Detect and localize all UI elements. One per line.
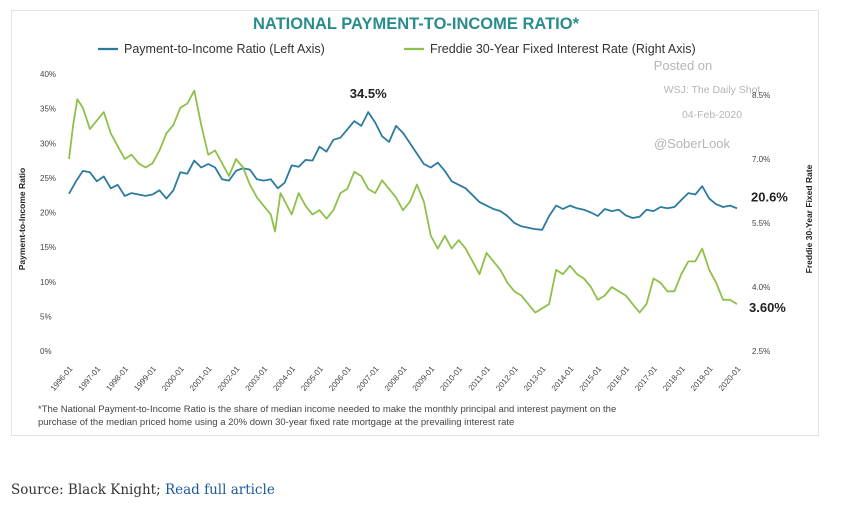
right-tick-label: 2.5%	[752, 347, 770, 356]
right-tick-label: 7.0%	[752, 155, 770, 164]
watermark: Posted on WSJ: The Daily Shot 04-Feb-202…	[654, 58, 761, 151]
footnote-line-1: *The National Payment-to-Income Ratio is…	[38, 404, 616, 415]
x-tick-label: 2016-01	[605, 364, 631, 393]
x-tick-label: 2007-01	[355, 364, 381, 393]
x-tick-label: 1996-01	[49, 364, 75, 393]
series-line-freddie-rate	[68, 89, 738, 314]
x-tick-label: 2006-01	[327, 364, 353, 393]
left-tick-label: 25%	[40, 174, 56, 183]
right-axis-ticks: 2.5% 4.0% 5.5% 7.0% 8.5%	[752, 91, 770, 356]
left-axis-ticks: 0% 5% 10% 15% 20% 25% 30% 35% 40%	[40, 70, 56, 356]
x-tick-label: 2017-01	[633, 364, 659, 393]
x-tick-label: 2011-01	[467, 364, 493, 392]
x-tick-label: 2001-01	[188, 364, 214, 393]
x-tick-label: 2015-01	[578, 364, 604, 393]
x-tick-label: 2005-01	[299, 364, 325, 393]
annotation-label: 20.6%	[751, 189, 788, 204]
x-tick-label: 1999-01	[132, 364, 158, 393]
x-tick-label: 2004-01	[271, 364, 297, 393]
source-text: Source: Black Knight;	[11, 482, 165, 498]
series-layer	[68, 89, 738, 314]
left-tick-label: 35%	[40, 105, 56, 114]
legend-label-payment: Payment-to-Income Ratio (Left Axis)	[124, 42, 325, 56]
series-line-payment-to-income	[68, 111, 738, 231]
x-tick-label: 2018-01	[661, 364, 687, 393]
left-tick-label: 20%	[40, 209, 56, 218]
chart-figure: NATIONAL PAYMENT-TO-INCOME RATIO* Paymen…	[11, 10, 819, 436]
annotations: 34.5% 20.6% 3.60%	[350, 86, 789, 315]
chart-title: NATIONAL PAYMENT-TO-INCOME RATIO*	[253, 15, 580, 33]
left-tick-label: 15%	[40, 243, 56, 252]
x-tick-label: 2012-01	[494, 364, 520, 393]
watermark-line-2: WSJ: The Daily Shot	[664, 84, 761, 96]
annotation-label: 3.60%	[749, 300, 786, 315]
left-tick-label: 0%	[40, 347, 52, 356]
left-axis-title: Payment-to-Income Ratio	[17, 168, 27, 271]
right-axis-title: Freddie 30-Year Fixed Rate	[804, 164, 814, 273]
read-full-article-link[interactable]: Read full article	[164, 482, 275, 498]
left-tick-label: 10%	[40, 278, 56, 287]
x-tick-label: 2019-01	[689, 364, 715, 393]
x-tick-label: 2000-01	[160, 364, 186, 393]
x-tick-label: 2013-01	[522, 364, 548, 393]
right-tick-label: 5.5%	[752, 219, 770, 228]
watermark-line-4: @SoberLook	[654, 136, 731, 151]
right-tick-label: 8.5%	[752, 91, 770, 100]
footnote-line-2: purchase of the median priced home using…	[38, 417, 514, 428]
x-tick-label: 1998-01	[104, 364, 130, 393]
x-tick-label: 2003-01	[244, 364, 270, 393]
x-tick-label: 2010-01	[438, 364, 464, 393]
annotation-label: 34.5%	[350, 86, 387, 101]
x-tick-label: 1997-01	[77, 364, 103, 393]
source-line: Source: Black Knight; Read full article	[11, 482, 275, 498]
legend: Payment-to-Income Ratio (Left Axis) Fred…	[98, 42, 696, 56]
watermark-line-3: 04-Feb-2020	[682, 109, 742, 121]
x-tick-label: 2008-01	[383, 364, 409, 393]
left-tick-label: 5%	[40, 312, 52, 321]
x-tick-label: 2014-01	[550, 364, 576, 393]
watermark-line-1: Posted on	[654, 58, 713, 73]
chart-svg: NATIONAL PAYMENT-TO-INCOME RATIO* Paymen…	[17, 15, 814, 428]
right-tick-label: 4.0%	[752, 283, 770, 292]
x-axis-ticks: 1996-01 1997-01 1998-01 1999-01 2000-01 2001-…	[49, 364, 743, 393]
x-tick-label: 2002-01	[216, 364, 242, 393]
x-tick-label: 2020-01	[717, 364, 743, 393]
left-tick-label: 40%	[40, 70, 56, 79]
legend-label-freddie: Freddie 30-Year Fixed Interest Rate (Rig…	[430, 42, 696, 56]
x-tick-label: 2009-01	[411, 364, 437, 393]
left-tick-label: 30%	[40, 139, 56, 148]
